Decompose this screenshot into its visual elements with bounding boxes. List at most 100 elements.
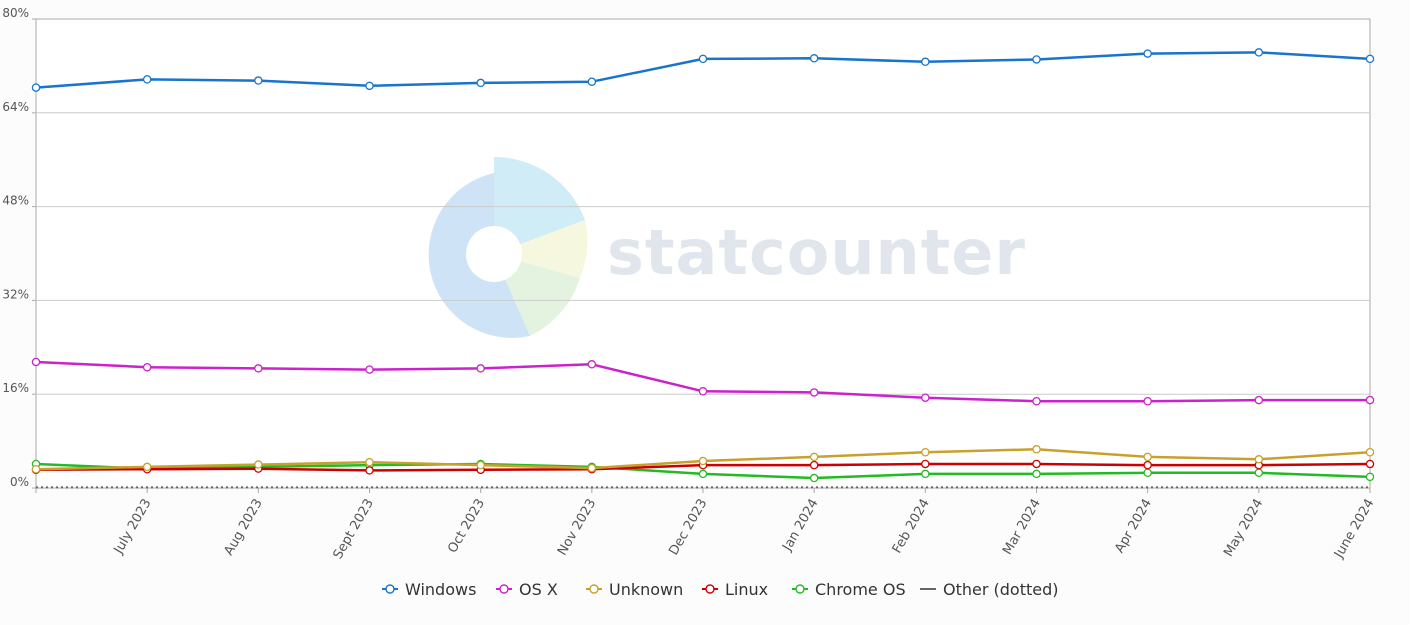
legend-marker-icon (385, 584, 395, 594)
data-point[interactable] (921, 459, 930, 469)
data-point[interactable] (1032, 55, 1041, 64)
y-tick-label: 80% (2, 6, 29, 20)
legend-label: Windows (405, 580, 476, 599)
x-axis-ticks: July 2023 Aug 2023 Sept 2023 Oct 2023 Nov 20… (35, 488, 1377, 562)
x-tick-label: Mar 2024 (1000, 497, 1044, 558)
data-point[interactable] (587, 77, 597, 86)
x-tick-label: Nov 2023 (555, 497, 599, 559)
series-os-x (31, 357, 1375, 406)
data-point[interactable] (809, 54, 819, 63)
series-windows (31, 48, 1375, 92)
x-tick-label: Sept 2023 (331, 497, 377, 562)
data-point[interactable] (587, 360, 597, 369)
data-point[interactable] (142, 75, 152, 84)
y-axis-ticks: 0% 16% 32% 48% 64% 80% (2, 6, 36, 489)
data-point[interactable] (921, 469, 930, 479)
data-point[interactable] (921, 393, 930, 402)
y-tick-label: 16% (2, 381, 29, 395)
data-point[interactable] (1143, 468, 1152, 478)
data-point[interactable] (1365, 395, 1375, 405)
legend-item-chrome-os[interactable]: Chrome OS (792, 580, 906, 599)
data-point[interactable] (1365, 447, 1375, 457)
data-point[interactable] (809, 460, 819, 470)
y-tick-label: 32% (2, 287, 29, 301)
x-tick-label: July 2023 (111, 497, 155, 558)
data-point[interactable] (1032, 396, 1041, 406)
data-point[interactable] (698, 387, 708, 396)
data-point[interactable] (476, 364, 485, 373)
legend-label: Other (dotted) (943, 580, 1059, 599)
data-point[interactable] (31, 464, 41, 474)
data-point[interactable] (476, 460, 485, 470)
series-unknown (31, 445, 1375, 474)
x-tick-label: Oct 2023 (445, 496, 488, 555)
data-point[interactable] (1032, 445, 1041, 454)
data-point[interactable] (1254, 48, 1264, 57)
x-tick-label: Aug 2023 (222, 497, 266, 559)
data-point[interactable] (365, 457, 374, 467)
data-point[interactable] (1365, 472, 1375, 482)
data-point[interactable] (1254, 395, 1264, 405)
data-point[interactable] (1365, 54, 1375, 64)
x-tick-label: Apr 2024 (1112, 497, 1155, 556)
legend-item-unknown[interactable]: Unknown (586, 580, 683, 599)
series-lines (31, 48, 1375, 489)
data-point[interactable] (31, 83, 41, 92)
data-point[interactable] (698, 456, 708, 466)
legend-marker-icon (589, 584, 599, 594)
y-tick-label: 64% (2, 100, 29, 114)
data-point[interactable] (365, 81, 374, 91)
statcounter-logo-icon (428, 156, 588, 338)
data-point[interactable] (1032, 459, 1041, 469)
x-tick-label: Dec 2023 (666, 497, 710, 559)
legend-marker-icon (795, 584, 805, 594)
x-tick-label: May 2024 (1221, 497, 1266, 560)
data-point[interactable] (365, 466, 374, 475)
legend-label: OS X (519, 580, 558, 599)
data-point[interactable] (254, 76, 263, 85)
data-point[interactable] (142, 362, 152, 372)
data-point[interactable] (587, 463, 597, 473)
data-point[interactable] (1365, 459, 1375, 469)
data-point[interactable] (254, 460, 263, 469)
data-point[interactable] (1143, 396, 1152, 406)
legend-label: Linux (725, 580, 768, 599)
data-point[interactable] (1143, 452, 1152, 462)
legend-item-windows[interactable]: Windows (382, 580, 476, 599)
data-point[interactable] (921, 447, 930, 457)
data-point[interactable] (476, 78, 485, 88)
data-point[interactable] (142, 462, 152, 472)
x-tick-label: Feb 2024 (890, 497, 933, 557)
x-tick-label: Jan 2024 (780, 497, 822, 555)
legend-marker-icon (499, 584, 509, 594)
legend[interactable]: Windows OS X Unknown Linux Chrome OS Other (d… (382, 580, 1059, 599)
watermark-text: statcounter (607, 216, 1026, 289)
data-point[interactable] (31, 357, 41, 367)
legend-item-other-dotted[interactable]: Other (dotted) (920, 580, 1059, 599)
data-point[interactable] (809, 452, 819, 462)
data-point[interactable] (1254, 455, 1264, 464)
data-point[interactable] (1143, 460, 1152, 470)
legend-marker-icon (705, 584, 715, 594)
legend-item-linux[interactable]: Linux (702, 580, 768, 599)
data-point[interactable] (254, 364, 263, 373)
data-point[interactable] (1254, 468, 1264, 478)
data-point[interactable] (809, 388, 819, 397)
y-tick-label: 0% (10, 475, 29, 489)
data-point[interactable] (698, 54, 708, 64)
data-point[interactable] (698, 469, 708, 479)
y-tick-label: 48% (2, 194, 29, 208)
legend-item-os-x[interactable]: OS X (496, 580, 558, 599)
data-point[interactable] (809, 473, 819, 483)
data-point[interactable] (921, 57, 930, 67)
legend-label: Unknown (609, 580, 683, 599)
data-point[interactable] (1143, 49, 1152, 58)
statcounter-watermark: statcounter (428, 156, 1026, 338)
x-tick-label: June 2024 (1331, 497, 1377, 562)
data-point[interactable] (365, 365, 374, 374)
data-point[interactable] (1032, 469, 1041, 479)
legend-label: Chrome OS (815, 580, 906, 599)
plot-area (35, 18, 1371, 489)
